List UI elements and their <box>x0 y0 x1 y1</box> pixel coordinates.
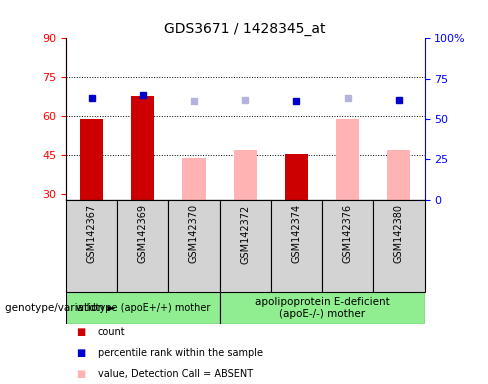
Text: ■: ■ <box>76 327 85 337</box>
Text: wildtype (apoE+/+) mother: wildtype (apoE+/+) mother <box>76 303 210 313</box>
Text: ■: ■ <box>76 369 85 379</box>
Text: percentile rank within the sample: percentile rank within the sample <box>98 348 263 358</box>
Text: apolipoprotein E-deficient
(apoE-/-) mother: apolipoprotein E-deficient (apoE-/-) mot… <box>255 297 389 319</box>
FancyBboxPatch shape <box>168 200 220 292</box>
Bar <box>285 154 308 200</box>
Bar <box>131 96 154 200</box>
FancyBboxPatch shape <box>271 200 322 292</box>
Text: GSM142380: GSM142380 <box>394 204 404 263</box>
Text: GSM142372: GSM142372 <box>240 204 250 263</box>
Bar <box>336 119 359 200</box>
FancyBboxPatch shape <box>322 200 373 292</box>
Bar <box>234 150 257 200</box>
FancyBboxPatch shape <box>373 200 425 292</box>
FancyBboxPatch shape <box>220 200 271 292</box>
Bar <box>80 119 103 200</box>
Text: genotype/variation ►: genotype/variation ► <box>5 303 115 313</box>
FancyBboxPatch shape <box>117 200 168 292</box>
Text: GSM142374: GSM142374 <box>291 204 302 263</box>
Text: GSM142370: GSM142370 <box>189 204 199 263</box>
Title: GDS3671 / 1428345_at: GDS3671 / 1428345_at <box>164 22 326 36</box>
Text: ■: ■ <box>76 348 85 358</box>
Text: GSM142376: GSM142376 <box>343 204 353 263</box>
Text: count: count <box>98 327 125 337</box>
Text: value, Detection Call = ABSENT: value, Detection Call = ABSENT <box>98 369 253 379</box>
FancyBboxPatch shape <box>66 200 117 292</box>
Bar <box>183 158 205 200</box>
Bar <box>387 150 410 200</box>
Text: GSM142367: GSM142367 <box>86 204 97 263</box>
FancyBboxPatch shape <box>66 292 220 324</box>
FancyBboxPatch shape <box>220 292 425 324</box>
Text: GSM142369: GSM142369 <box>138 204 148 263</box>
